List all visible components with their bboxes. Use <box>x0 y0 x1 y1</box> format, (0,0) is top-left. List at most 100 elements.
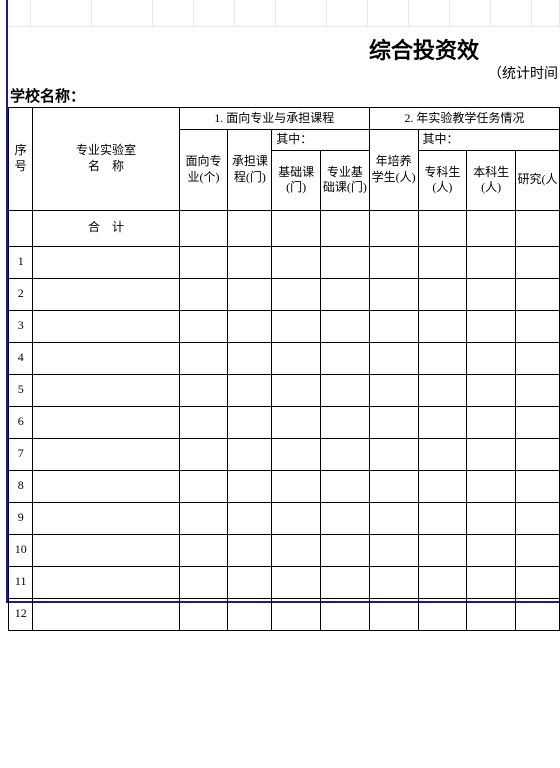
data-cell <box>516 246 560 278</box>
data-cell <box>33 502 179 534</box>
data-cell <box>272 566 321 598</box>
data-cell <box>369 310 418 342</box>
data-cell <box>321 374 370 406</box>
data-cell <box>33 374 179 406</box>
data-cell <box>33 246 179 278</box>
row-seq: 1 <box>9 246 33 278</box>
table-row: 9 <box>9 502 560 534</box>
data-cell <box>179 406 228 438</box>
data-cell <box>228 374 272 406</box>
header-benke: 本科生(人) <box>467 150 516 210</box>
data-cell <box>321 246 370 278</box>
data-cell <box>179 278 228 310</box>
data-cell <box>321 534 370 566</box>
data-cell <box>418 566 467 598</box>
table-row: 6 <box>9 406 560 438</box>
data-cell <box>369 438 418 470</box>
data-cell <box>228 534 272 566</box>
data-cell <box>467 310 516 342</box>
table-row: 7 <box>9 438 560 470</box>
row-seq: 6 <box>9 406 33 438</box>
data-cell <box>272 598 321 630</box>
data-cell <box>467 502 516 534</box>
data-cell <box>418 278 467 310</box>
total-cell <box>179 210 228 246</box>
data-cell <box>272 374 321 406</box>
data-cell <box>272 246 321 278</box>
data-cell <box>369 246 418 278</box>
data-cell <box>272 278 321 310</box>
header-qizhong1: 其中： <box>272 130 370 151</box>
data-cell <box>321 598 370 630</box>
row-seq: 5 <box>9 374 33 406</box>
data-cell <box>467 598 516 630</box>
data-cell <box>179 310 228 342</box>
total-cell <box>321 210 370 246</box>
table-row: 4 <box>9 342 560 374</box>
data-cell <box>516 534 560 566</box>
data-cell <box>516 438 560 470</box>
data-cell <box>467 246 516 278</box>
header-students: 年培养学生(人) <box>369 130 418 211</box>
row-seq: 7 <box>9 438 33 470</box>
data-cell <box>33 342 179 374</box>
data-cell <box>418 598 467 630</box>
data-cell <box>272 310 321 342</box>
school-name-label: 学校名称： <box>8 85 560 107</box>
data-cell <box>272 406 321 438</box>
data-cell <box>369 406 418 438</box>
data-cell <box>179 534 228 566</box>
header-section2: 2. 年实验教学任务情况 <box>369 108 559 130</box>
data-cell <box>369 342 418 374</box>
header-pro-basic: 专业基础课(门) <box>321 150 370 210</box>
row-seq: 3 <box>9 310 33 342</box>
header-basic: 基础课(门) <box>272 150 321 210</box>
data-cell <box>321 406 370 438</box>
row-seq: 2 <box>9 278 33 310</box>
data-cell <box>179 246 228 278</box>
data-cell <box>228 502 272 534</box>
data-cell <box>516 310 560 342</box>
data-cell <box>33 278 179 310</box>
data-cell <box>516 502 560 534</box>
data-cell <box>228 246 272 278</box>
data-cell <box>179 566 228 598</box>
data-cell <box>369 598 418 630</box>
data-cell <box>418 470 467 502</box>
table-row: 11 <box>9 566 560 598</box>
data-cell <box>321 278 370 310</box>
data-cell <box>516 470 560 502</box>
data-cell <box>179 502 228 534</box>
row-seq: 4 <box>9 342 33 374</box>
data-cell <box>179 470 228 502</box>
data-cell <box>467 566 516 598</box>
data-cell <box>516 598 560 630</box>
data-cell <box>321 470 370 502</box>
total-cell <box>272 210 321 246</box>
header-zhuanke: 专科生(人) <box>418 150 467 210</box>
data-cell <box>228 566 272 598</box>
table-row: 12 <box>9 598 560 630</box>
header-yanjiu: 研究(人 <box>516 150 560 210</box>
table-row: 8 <box>9 470 560 502</box>
data-cell <box>179 598 228 630</box>
data-cell <box>369 374 418 406</box>
data-cell <box>33 598 179 630</box>
data-cell <box>33 406 179 438</box>
data-cell <box>418 310 467 342</box>
data-cell <box>418 438 467 470</box>
data-cell <box>516 566 560 598</box>
data-cell <box>418 406 467 438</box>
row-seq: 11 <box>9 566 33 598</box>
total-cell <box>228 210 272 246</box>
data-cell <box>228 310 272 342</box>
header-seq: 序号 <box>9 108 33 211</box>
data-cell <box>228 406 272 438</box>
total-cell <box>467 210 516 246</box>
data-cell <box>228 342 272 374</box>
data-cell <box>33 470 179 502</box>
table-row: 2 <box>9 278 560 310</box>
data-cell <box>33 566 179 598</box>
data-cell <box>272 534 321 566</box>
data-cell <box>33 438 179 470</box>
